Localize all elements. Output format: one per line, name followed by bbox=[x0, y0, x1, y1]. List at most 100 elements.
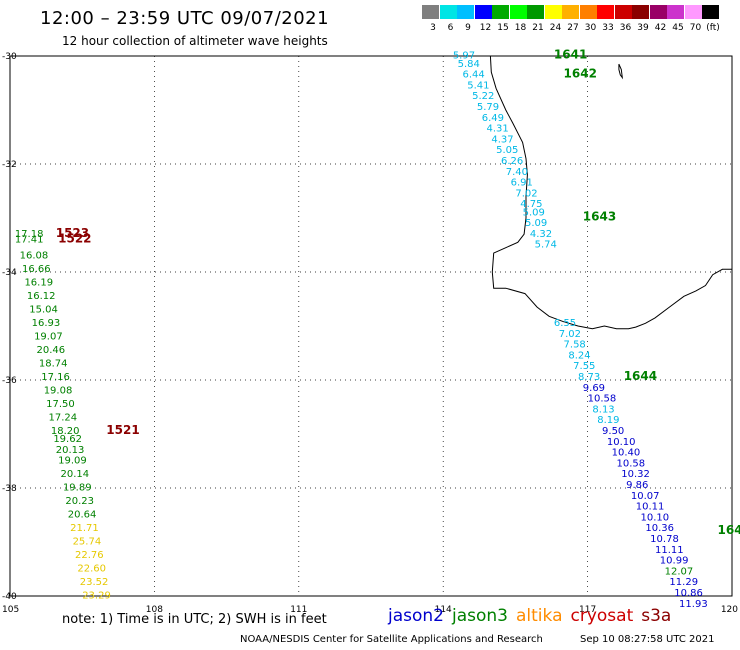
color-swatch bbox=[702, 5, 719, 19]
wave-height-value: 8.24 bbox=[568, 350, 590, 361]
color-swatch bbox=[667, 5, 684, 19]
wave-height-value: 10.58 bbox=[588, 394, 617, 405]
color-swatch bbox=[474, 5, 492, 19]
wave-height-value: 16.19 bbox=[24, 278, 53, 289]
lon-tick-label: 114 bbox=[435, 605, 452, 615]
wave-height-value: 25.74 bbox=[73, 537, 102, 548]
legend-item-altika: altika bbox=[516, 606, 563, 626]
wave-height-value: 6.91 bbox=[511, 178, 533, 189]
wave-height-value: 5.84 bbox=[458, 59, 480, 70]
wave-height-value: 5.09 bbox=[525, 218, 547, 229]
color-swatch bbox=[422, 5, 439, 19]
wave-height-value: 10.11 bbox=[636, 502, 665, 513]
legend-item-s3a: s3a bbox=[641, 606, 672, 626]
wave-height-value: 20.13 bbox=[56, 445, 85, 456]
wave-height-value: 10.86 bbox=[674, 588, 703, 599]
wave-height-value: 17.24 bbox=[49, 413, 78, 424]
legend-item-jason2: jason2 bbox=[388, 606, 444, 626]
pass-number-label: 1643 bbox=[583, 210, 616, 224]
wave-height-value: 18.74 bbox=[39, 359, 68, 370]
wave-height-value: 8.19 bbox=[597, 415, 619, 426]
color-scale-label: 24 bbox=[549, 23, 562, 33]
wave-height-value: 6.44 bbox=[462, 70, 484, 81]
color-swatch bbox=[614, 5, 632, 19]
wave-height-value: 5.74 bbox=[535, 240, 557, 251]
wave-height-value: 10.10 bbox=[641, 512, 670, 523]
color-swatch bbox=[562, 5, 579, 19]
wave-height-value: 4.32 bbox=[530, 229, 552, 240]
wave-height-value: 6.49 bbox=[482, 113, 504, 124]
wave-height-value: 9.50 bbox=[602, 426, 624, 437]
page-subtitle: 12 hour collection of altimeter wave hei… bbox=[62, 34, 328, 48]
lat-tick-label: -36 bbox=[2, 376, 17, 386]
pass-number-label: 1641 bbox=[554, 48, 587, 62]
color-scale-label: 27 bbox=[567, 23, 579, 33]
wave-height-value: 20.46 bbox=[36, 345, 65, 356]
wave-height-value: 11.93 bbox=[679, 599, 708, 610]
wave-height-value: 15.04 bbox=[29, 305, 58, 316]
lon-tick-label: 120 bbox=[721, 605, 738, 615]
wave-height-value: 10.36 bbox=[645, 523, 674, 534]
lon-tick-label: 111 bbox=[290, 605, 307, 615]
wave-height-value: 21.71 bbox=[70, 523, 99, 534]
wave-height-value: 7.02 bbox=[515, 188, 537, 199]
wave-height-value: 22.76 bbox=[75, 550, 104, 561]
color-scale-label: 9 bbox=[465, 23, 471, 33]
wave-height-value: 16.08 bbox=[20, 251, 49, 262]
color-swatch bbox=[457, 5, 474, 19]
lat-tick-label: -40 bbox=[2, 592, 17, 602]
wave-height-value: 5.97 bbox=[453, 51, 475, 62]
pass-number-label: 1523 bbox=[56, 226, 89, 240]
lon-tick-label: 117 bbox=[579, 605, 596, 615]
lake-outline bbox=[618, 63, 624, 80]
wave-height-value: 19.09 bbox=[58, 456, 87, 467]
wave-height-value: 20.23 bbox=[65, 496, 94, 507]
wave-height-value: 7.02 bbox=[559, 329, 581, 340]
wave-height-value: 11.29 bbox=[669, 577, 698, 588]
color-swatch bbox=[684, 5, 702, 19]
color-scale-label: 45 bbox=[672, 23, 684, 33]
pass-number-label: 1642 bbox=[564, 67, 597, 81]
pass-number-label: 1521 bbox=[106, 423, 139, 437]
wave-height-value: 16.66 bbox=[22, 264, 51, 275]
color-swatch bbox=[544, 5, 562, 19]
wave-height-value: 10.78 bbox=[650, 534, 679, 545]
wave-height-value: 17.50 bbox=[46, 399, 75, 410]
color-scale-label: 39 bbox=[637, 23, 649, 33]
wave-height-value: 5.05 bbox=[496, 145, 518, 156]
wave-height-value: 10.32 bbox=[621, 469, 650, 480]
wave-height-value: 5.09 bbox=[523, 207, 545, 218]
color-scale-label: 3 bbox=[430, 23, 436, 33]
pass-number-label: 1522 bbox=[58, 231, 91, 245]
color-swatch bbox=[509, 5, 527, 19]
wave-height-value: 23.52 bbox=[80, 577, 109, 588]
legend-item-cryosat: cryosat bbox=[570, 606, 634, 626]
wave-height-value: 7.58 bbox=[564, 340, 586, 351]
color-swatch bbox=[597, 5, 614, 19]
wave-height-value: 5.41 bbox=[467, 80, 489, 91]
wave-height-value: 11.11 bbox=[655, 545, 684, 556]
wave-height-value: 7.40 bbox=[506, 167, 528, 178]
wave-height-value: 20.64 bbox=[68, 510, 97, 521]
color-scale-label: 42 bbox=[654, 23, 667, 33]
wave-height-value: 8.13 bbox=[592, 404, 614, 415]
lat-tick-label: -34 bbox=[2, 268, 17, 278]
coastline bbox=[489, 55, 732, 330]
color-swatch bbox=[527, 5, 544, 19]
wave-height-value: 9.86 bbox=[626, 480, 648, 491]
wave-height-value: 17.41 bbox=[15, 234, 44, 245]
wave-height-value: 22.60 bbox=[77, 564, 106, 575]
wave-height-value: 5.22 bbox=[472, 91, 494, 102]
wave-height-value: 19.62 bbox=[53, 434, 82, 445]
legend-item-jason3: jason3 bbox=[452, 606, 508, 626]
wave-height-value: 23.29 bbox=[82, 591, 111, 602]
wave-height-value: 19.07 bbox=[34, 332, 63, 343]
lon-tick-label: 108 bbox=[146, 605, 163, 615]
wave-height-value: 4.37 bbox=[491, 134, 513, 145]
lat-tick-label: -30 bbox=[2, 52, 17, 62]
wave-height-value: 20.14 bbox=[61, 469, 90, 480]
color-scale-label: 15 bbox=[497, 23, 509, 33]
wave-height-value: 17.16 bbox=[41, 372, 70, 383]
footer-credit: NOAA/NESDIS Center for Satellite Applica… bbox=[240, 634, 543, 645]
wave-height-value: 18.20 bbox=[51, 426, 80, 437]
